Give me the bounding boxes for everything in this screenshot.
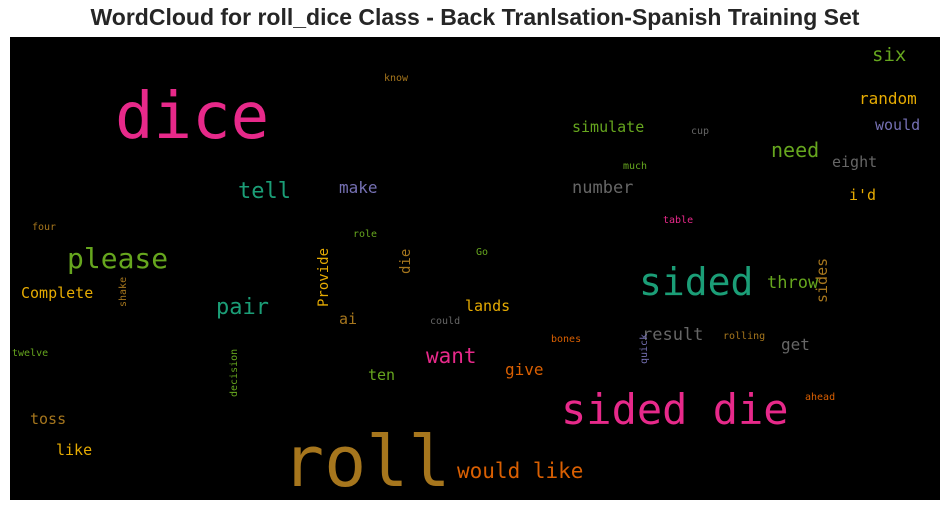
word-dice: dice [115,80,270,154]
word-want: want [426,344,477,368]
word-complete: Complete [21,284,94,302]
word-need: need [771,138,820,162]
word-ten: ten [368,366,396,384]
wordcloud-canvas: dice roll sided die sided please tell pair want… [10,37,940,500]
word-decision: decision [229,348,240,397]
word-bones: bones [551,334,582,345]
word-would-like: would like [457,459,584,483]
word-simulate: simulate [572,118,645,136]
word-ai: ai [339,310,358,328]
word-give: give [505,360,544,379]
word-would: would [875,116,921,134]
word-provide: Provide [316,247,332,307]
word-number: number [572,178,634,198]
word-sides: sides [813,257,831,303]
word-four: four [32,222,57,233]
word-twelve: twelve [12,348,49,359]
word-i-d: i'd [849,186,877,204]
word-throw: throw [767,273,819,293]
word-six: six [872,44,907,66]
word-ahead: ahead [805,392,836,403]
word-die: die [398,248,414,274]
word-rolling: rolling [723,331,766,342]
word-toss: toss [30,410,67,428]
word-go: Go [476,247,489,258]
word-could: could [430,316,461,327]
word-sided: sided [639,260,754,304]
word-pair: pair [216,295,269,320]
word-roll: roll [282,421,451,500]
word-result: result [642,325,704,345]
word-know: know [384,73,409,84]
word-lands: lands [465,297,511,315]
chart-title: WordCloud for roll_dice Class - Back Tra… [90,4,860,30]
word-make: make [339,178,378,197]
word-sided-die: sided die [561,385,789,434]
word-eight: eight [832,153,878,171]
word-cup: cup [691,126,710,137]
word-like: like [56,441,93,459]
word-shake: shake [118,276,129,307]
word-please: please [67,242,169,275]
word-table: table [663,215,694,226]
word-quick: quick [639,333,650,364]
word-much: much [623,161,648,172]
word-role: role [353,229,378,240]
word-random: random [859,89,917,108]
word-tell: tell [238,179,291,204]
word-get: get [781,335,810,354]
